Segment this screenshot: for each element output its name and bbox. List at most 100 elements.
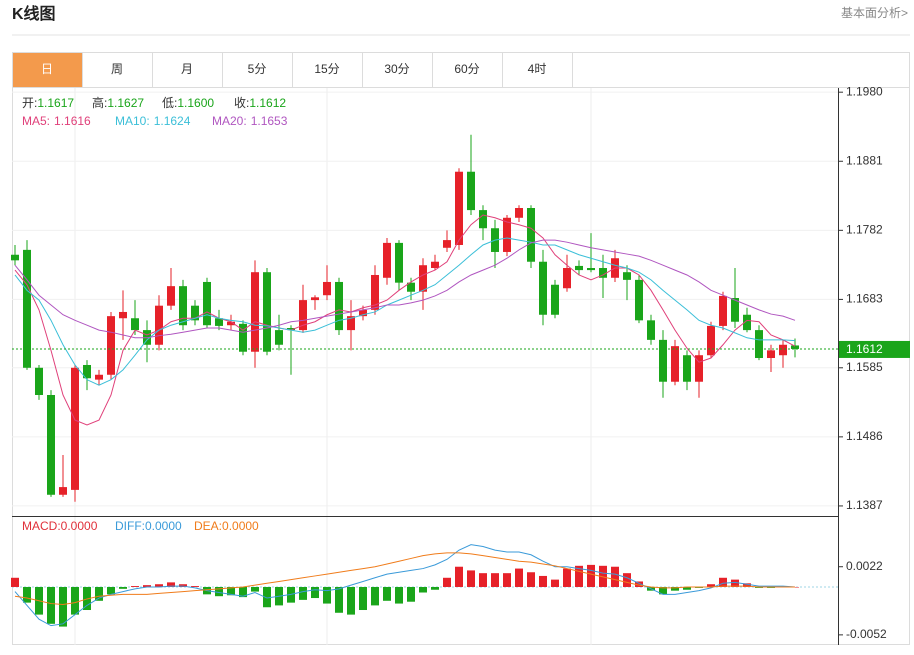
macd-bar [323,586,331,604]
candle-body [299,300,307,331]
candle-body [119,311,127,319]
current-price-tag [839,340,910,358]
tab[interactable] [292,52,363,88]
ohlc-legend-value: 1.1627 [107,96,144,110]
ohlc-legend-name: 低: [162,96,177,110]
candle-body [683,355,691,382]
macd-bar [311,586,319,599]
tab-bar: 日 周 月 5分 15分 30分 60分 4时 [12,52,573,88]
macd-bar [659,586,667,595]
y-tick-label: 0.0022 [846,559,883,573]
tab-label[interactable]: 日 [41,62,53,76]
macd-bar [11,577,19,587]
candle-body [239,323,247,352]
candle-body [95,374,103,380]
candle-body [755,330,763,359]
macd-line [14,552,795,605]
macd-bar [443,577,451,587]
macd-bar [239,586,247,598]
macd-bar [719,577,727,587]
macd-bar [143,585,151,587]
candle-body [167,286,175,306]
tab[interactable] [12,52,83,88]
y-tick-label: 1.1585 [846,360,883,374]
candle-body [263,272,271,352]
ohlc-legend: 收:1.1612 [234,96,286,110]
tab[interactable] [432,52,503,88]
candle-body [47,394,55,495]
ma-legend-value: 1.1616 [54,114,91,128]
candle-body [467,171,475,211]
ma-legend-name: MA20: [212,114,247,128]
macd-bar [299,586,307,600]
tab-label[interactable]: 5分 [248,62,267,76]
macd-bar [539,575,547,587]
tab-label[interactable]: 月 [181,62,193,76]
candle-body [383,242,391,278]
candle-body [215,318,223,326]
macd-legend-value: 0.0000 [61,519,98,533]
candle-body [407,282,415,292]
ma-legend: MA5: 1.1616 [22,114,91,128]
ma-line [14,214,796,426]
macd-bar [71,586,79,615]
y-tick-label: 1.1881 [846,153,883,167]
macd-legend: DIFF:0.0000 [115,519,182,533]
macd-bar [119,586,127,589]
candle-body [659,339,667,382]
candle-body [395,242,403,283]
macd-bar [251,586,259,592]
macd-bar [335,586,343,613]
ohlc-legend-name: 高: [92,95,107,110]
tab-label[interactable]: 周 [111,62,123,76]
macd-line [14,544,796,627]
tab-label[interactable]: 60分 [454,62,479,76]
candle-body [563,268,571,289]
macd-bar [491,573,499,587]
candle-body [131,318,139,331]
fundamental-link[interactable]: 基本面分析> [841,6,908,20]
ohlc-legend: 开:1.1617 [22,96,74,110]
tab[interactable] [502,52,573,88]
tab[interactable] [362,52,433,88]
macd-bar [263,586,271,608]
macd-bar [347,586,355,615]
candle-body [23,249,31,368]
candle-body [671,346,679,382]
macd-bar [419,586,427,593]
candle-body [515,208,523,218]
ohlc-legend-name: 收: [234,96,249,110]
candle-body [719,295,727,326]
candle-body [251,272,259,352]
macd-bar [611,566,619,587]
candle-body [647,320,655,340]
tab-label[interactable]: 4时 [528,62,547,76]
macd-bar [131,586,139,587]
candle-body [35,367,43,395]
ma-legend-name: MA5: [22,114,50,128]
macd-legend-name: DEA: [194,519,222,533]
candle-body [335,281,343,331]
tab[interactable] [222,52,293,88]
macd-bar [551,579,559,587]
candle-body [551,284,559,315]
candle-body [707,325,715,356]
candle-body [71,367,79,490]
current-price-label: 1.1612 [846,342,883,356]
tab-label[interactable]: 30分 [384,62,409,76]
tab[interactable] [152,52,223,88]
candle-body [695,355,703,382]
ma-legend-value: 1.1624 [154,114,191,128]
candle-body [11,254,19,261]
candle-body [347,316,355,331]
ohlc-legend-value: 1.1617 [37,96,74,110]
candle-body [767,350,775,359]
macd-bar [95,586,103,601]
ohlc-legend: 低:1.1600 [162,96,214,110]
tab-label[interactable]: 15分 [314,62,339,76]
ma-legend-name: MA10: [115,114,150,128]
macd-bar [215,586,223,597]
macd-bar [467,570,475,587]
macd-bar [407,586,415,602]
